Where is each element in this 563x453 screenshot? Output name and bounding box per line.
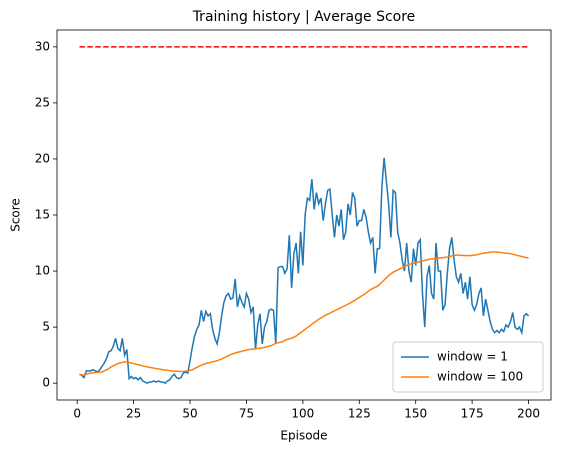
x-axis-label: Episode	[280, 429, 327, 443]
legend-label: window = 1	[437, 350, 508, 364]
x-tick-label: 125	[348, 407, 371, 421]
x-tick-label: 200	[517, 407, 540, 421]
y-tick-label: 30	[35, 39, 50, 53]
axes-frame	[56, 29, 552, 401]
x-tick-label: 75	[239, 407, 254, 421]
y-tick-label: 15	[35, 208, 50, 222]
x-tick-label: 175	[461, 407, 484, 421]
x-tick-label: 0	[73, 407, 81, 421]
legend-box	[392, 341, 544, 393]
line-series	[79, 251, 529, 377]
y-tick-label: 0	[42, 376, 50, 390]
x-tick-label: 100	[291, 407, 314, 421]
y-tick-label: 20	[35, 151, 50, 165]
legend-label: window = 100	[437, 370, 523, 384]
y-tick-label: 25	[35, 95, 50, 109]
x-tick-label: 150	[404, 407, 427, 421]
y-tick-label: 10	[35, 264, 50, 278]
chart-title: Training history | Average Score	[192, 9, 416, 25]
x-tick-label: 50	[182, 407, 197, 421]
y-axis-label: Score	[9, 198, 23, 232]
x-tick-label: 25	[126, 407, 141, 421]
y-tick-label: 5	[42, 320, 50, 334]
